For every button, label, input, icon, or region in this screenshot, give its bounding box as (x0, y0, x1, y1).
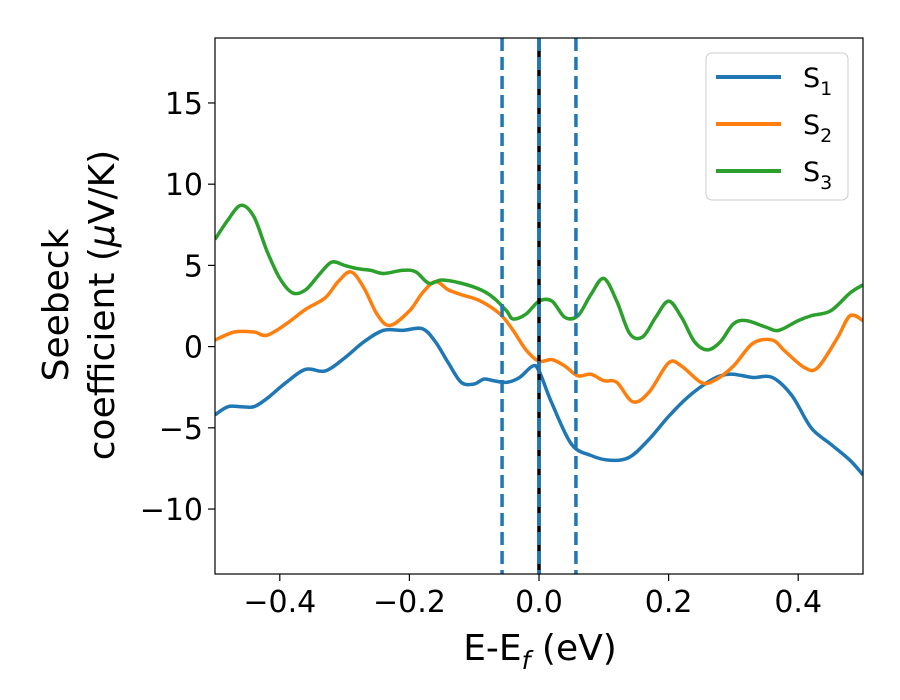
vertical-lines (500, 38, 578, 574)
x-tick-label: −0.2 (373, 585, 446, 620)
legend-label-s3: S3 (803, 157, 832, 194)
x-tick-label: 0.4 (774, 585, 822, 620)
legend: S1 S2 S3 (705, 52, 849, 201)
series-line-s3 (215, 203, 863, 352)
legend-label-s1: S1 (803, 63, 832, 100)
y-axis-title-line1: Seebeck (36, 228, 77, 381)
y-tick-label: 5 (184, 249, 203, 284)
y-axis: −10 −5 0 5 10 15 (140, 87, 215, 528)
x-tick-label: 0.0 (515, 585, 563, 620)
y-axis-title-line2: coefficient (μV/K) (82, 150, 123, 460)
y-tick-label: −10 (140, 493, 203, 528)
x-axis: −0.4 −0.2 0.0 0.2 0.4 (243, 574, 822, 620)
legend-box (705, 52, 849, 201)
x-axis-title: E-Ef (eV) (463, 628, 617, 675)
y-tick-label: 15 (165, 87, 203, 122)
y-tick-label: 0 (184, 331, 203, 366)
x-tick-label: −0.4 (243, 585, 316, 620)
y-axis-title: Seebeck coefficient (μV/K) (36, 150, 123, 460)
legend-label-s2: S2 (803, 110, 832, 147)
y-tick-label: 10 (165, 168, 203, 203)
y-tick-label: −5 (159, 412, 203, 447)
x-tick-label: 0.2 (645, 585, 693, 620)
series-line-s1 (215, 326, 863, 477)
